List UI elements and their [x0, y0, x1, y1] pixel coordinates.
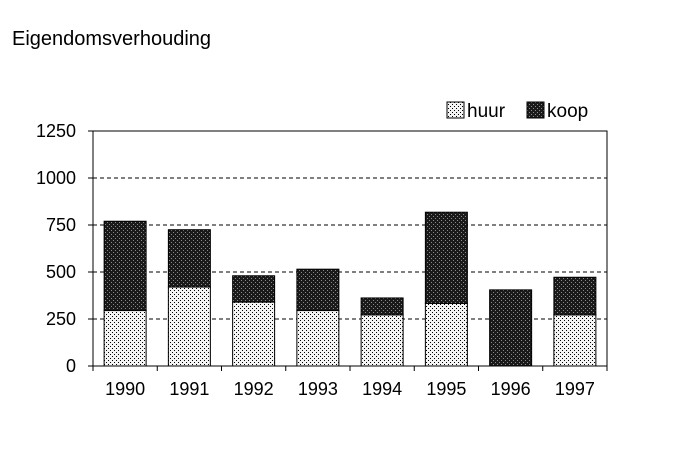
legend-swatch-huur: [446, 101, 465, 119]
bar-koop-1992: [232, 275, 276, 303]
x-tick-label-1996: 1996: [491, 379, 531, 399]
y-tick-label-750: 750: [46, 215, 76, 235]
bar-koop-1990: [103, 220, 147, 312]
legend-label-koop: koop: [547, 101, 588, 122]
bar-huur-1992: [232, 301, 276, 367]
bar-koop-1991: [167, 229, 211, 288]
bar-koop-1996: [489, 289, 533, 367]
bar-huur-1995: [424, 302, 468, 367]
x-tick-label-1994: 1994: [362, 379, 402, 399]
y-tick-label-1250: 1250: [36, 121, 76, 141]
legend-swatch-koop: [526, 101, 545, 119]
y-tick-label-250: 250: [46, 309, 76, 329]
x-tick-label-1990: 1990: [105, 379, 145, 399]
bar-koop-1994: [360, 297, 404, 316]
bar-koop-1993: [296, 268, 340, 312]
bar-huur-1990: [103, 310, 147, 367]
x-tick-label-1997: 1997: [555, 379, 595, 399]
axes: 0 250 500 750 1000 1250 1990 1991 1992 1993 1994 19…: [36, 121, 608, 399]
bar-huur-1991: [167, 286, 211, 367]
x-tick-label-1995: 1995: [426, 379, 466, 399]
bar-huur-1997: [553, 314, 597, 367]
x-tick-label-1991: 1991: [169, 379, 209, 399]
chart-title: Eigendomsverhouding: [12, 28, 212, 50]
bar-koop-1997: [553, 276, 597, 316]
bars: [103, 211, 597, 367]
y-tick-label-1000: 1000: [36, 168, 76, 188]
y-tick-label-0: 0: [66, 356, 76, 376]
x-tick-label-1993: 1993: [298, 379, 338, 399]
bar-huur-1993: [296, 310, 340, 367]
y-tick-label-500: 500: [46, 262, 76, 282]
bar-huur-1994: [360, 314, 404, 367]
legend-label-huur: huur: [467, 101, 506, 122]
legend: huur koop: [446, 101, 588, 122]
bar-koop-1995: [424, 211, 468, 304]
x-tick-label-1992: 1992: [234, 379, 274, 399]
